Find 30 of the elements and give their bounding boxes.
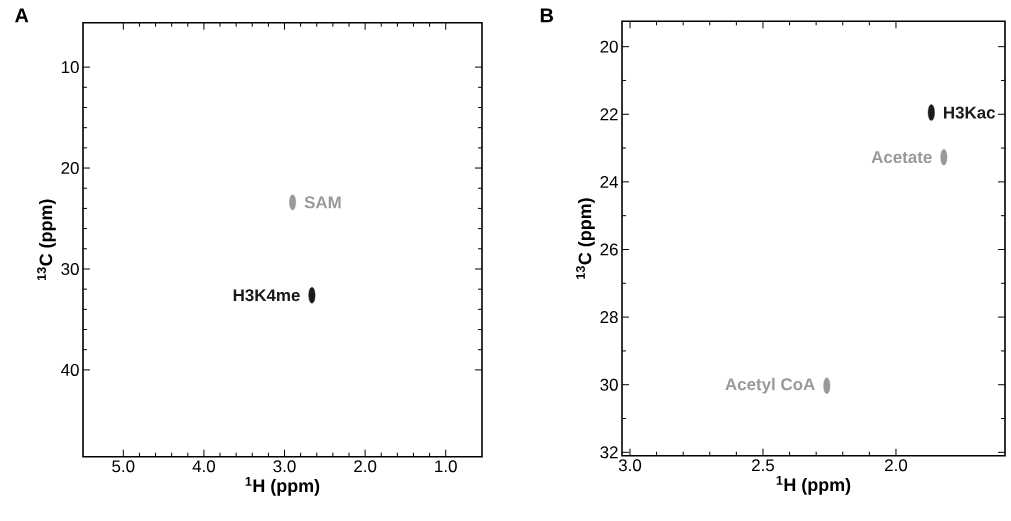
y-axis-title: $^{13}$C (ppm) [37, 199, 56, 280]
y-axis-title: $^{13}$C (ppm) [576, 198, 595, 279]
annotation: H3K4me [233, 289, 300, 302]
y-tick-label: 22 [600, 108, 618, 121]
annotation: H3Kac [943, 106, 996, 119]
x-tick-label: 2.0 [885, 459, 908, 472]
x-tick-label: 4.0 [192, 460, 216, 473]
y-tick-label: 26 [600, 243, 618, 256]
y-tick-label: 32 [600, 446, 618, 459]
y-tick-label: 20 [600, 40, 618, 53]
y-tick-label: 10 [61, 61, 79, 74]
chart-title: A [15, 8, 29, 23]
x-tick-label: 1.0 [435, 460, 457, 473]
chart-title: B [540, 8, 554, 23]
annotation: SAM [304, 196, 341, 209]
y-tick-label: 28 [600, 311, 618, 324]
x-axis-title: $^{1}$H (ppm) [245, 477, 320, 496]
y-tick-label: 30 [600, 378, 618, 391]
x-axis-title: $^{1}$H (ppm) [776, 476, 851, 495]
x-tick-label: 3.0 [273, 460, 296, 473]
y-tick-label: 30 [61, 262, 79, 275]
annotation: Acetyl CoA [725, 377, 815, 394]
y-tick-label: 20 [61, 162, 79, 175]
x-tick-label: 2.0 [354, 460, 377, 473]
x-tick-label: 2.5 [752, 459, 775, 472]
x-tick-label: 5.0 [112, 460, 135, 473]
annotation: Acetate [871, 151, 932, 164]
x-tick-label: 3.0 [618, 459, 642, 472]
y-tick-label: 24 [600, 175, 618, 188]
y-tick-label: 40 [61, 363, 79, 376]
